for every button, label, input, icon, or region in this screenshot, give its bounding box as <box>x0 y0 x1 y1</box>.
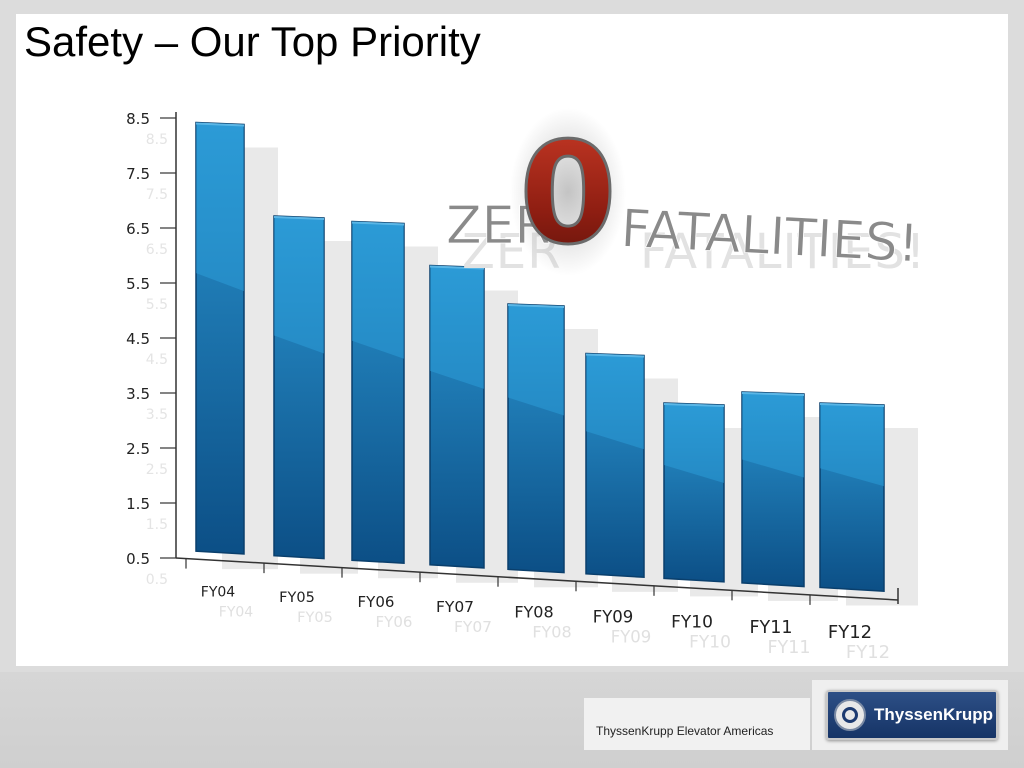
x-tick-label: FY09 <box>593 608 634 627</box>
bar-sheen <box>742 392 804 478</box>
x-tick-label: FY05 <box>279 590 315 606</box>
zero-fatalities-banner: ZER FATALITIES! ZER 0 FATALITIES! <box>446 108 926 280</box>
y-tick-label-reflection: 1.5 <box>146 517 168 533</box>
bar-sheen <box>664 403 724 484</box>
bar-sheen <box>820 403 884 487</box>
bar-top-highlight <box>585 353 645 358</box>
y-tick-label-reflection: 6.5 <box>146 242 168 258</box>
y-tick-label: 6.5 <box>126 220 150 238</box>
y-axis-ticks: 8.5 8.5 7.5 7.5 6.5 6.5 5.5 5.5 4.5 4.5 3.5 3.5 2.5 2… <box>126 110 176 588</box>
x-tick-label: FY06 <box>358 593 395 611</box>
x-tick-label: FY10 <box>671 613 713 633</box>
bar-sheen <box>196 122 244 292</box>
logo-emblem-icon <box>834 699 866 731</box>
bar-sheen <box>274 216 324 354</box>
y-tick-label: 1.5 <box>126 495 150 513</box>
y-tick-label-reflection: 7.5 <box>146 187 168 203</box>
x-tick-label-reflection: FY05 <box>297 610 333 626</box>
bar-top-highlight <box>429 265 485 270</box>
x-tick-label-reflection: FY04 <box>219 605 254 621</box>
bar-top-highlight <box>273 216 325 220</box>
y-tick-label: 8.5 <box>126 110 150 128</box>
logo-wordmark: ThyssenKrupp <box>874 705 994 724</box>
banner-suffix-shadow: FATALITIES! <box>640 224 926 280</box>
y-tick-label-reflection: 3.5 <box>146 407 168 423</box>
y-tick-label-reflection: 8.5 <box>146 132 168 148</box>
bar-sheen <box>430 265 484 389</box>
y-tick-label: 2.5 <box>126 440 150 458</box>
bar-top-highlight <box>195 122 245 127</box>
bar-sheen <box>352 221 404 359</box>
y-tick-label-reflection: 2.5 <box>146 462 168 478</box>
y-tick-label: 5.5 <box>126 275 150 293</box>
y-tick-label-reflection: 0.5 <box>146 572 168 588</box>
thyssenkrupp-logo: ThyssenKrupp <box>826 690 998 740</box>
x-tick-label-reflection: FY12 <box>846 642 890 663</box>
x-tick-label-reflection: FY08 <box>532 622 571 641</box>
footer-panel <box>584 698 810 750</box>
bar-top-highlight <box>507 304 565 308</box>
x-tick-label: FY08 <box>514 602 553 621</box>
x-tick-label-reflection: FY07 <box>454 618 492 636</box>
y-tick-label-reflection: 5.5 <box>146 297 168 313</box>
x-tick-label-reflection: FY06 <box>376 613 413 631</box>
y-tick-label: 7.5 <box>126 165 150 183</box>
bar-top-highlight <box>741 392 805 396</box>
banner-zero: 0 <box>519 113 616 276</box>
x-tick-label: FY12 <box>828 622 872 643</box>
bar-sheen <box>586 353 644 450</box>
page-title: Safety – Our Top Priority <box>24 18 481 65</box>
x-tick-label-reflection: FY11 <box>767 638 810 658</box>
footer-company-text: ThyssenKrupp Elevator Americas <box>596 724 774 738</box>
bar-top-highlight <box>663 403 725 407</box>
x-tick-label: FY07 <box>436 598 474 616</box>
y-tick-label: 4.5 <box>126 330 150 348</box>
zero-glow <box>510 108 626 276</box>
banner-prefix: ZER <box>446 196 551 256</box>
x-tick-label: FY04 <box>201 585 236 601</box>
chart: 8.5 8.5 7.5 7.5 6.5 6.5 5.5 5.5 4.5 4.5 3.5 3.5 2.5 2… <box>126 108 926 663</box>
bar-sheen <box>508 304 564 416</box>
x-axis-labels: FY04 FY04 FY05 FY05 FY06 FY06 FY07 FY07 FY08FY08… <box>185 558 890 663</box>
y-tick-label-reflection: 4.5 <box>146 352 168 368</box>
bar-top-highlight <box>819 403 885 407</box>
bar-top-highlight <box>351 221 405 226</box>
y-tick-label: 3.5 <box>126 385 150 403</box>
x-tick-label-reflection: FY09 <box>611 628 652 647</box>
bars <box>195 121 885 592</box>
x-axis-line <box>175 557 899 601</box>
y-tick-label: 0.5 <box>126 550 150 568</box>
x-tick-label-reflection: FY10 <box>689 633 731 653</box>
x-tick-label: FY11 <box>749 618 792 638</box>
